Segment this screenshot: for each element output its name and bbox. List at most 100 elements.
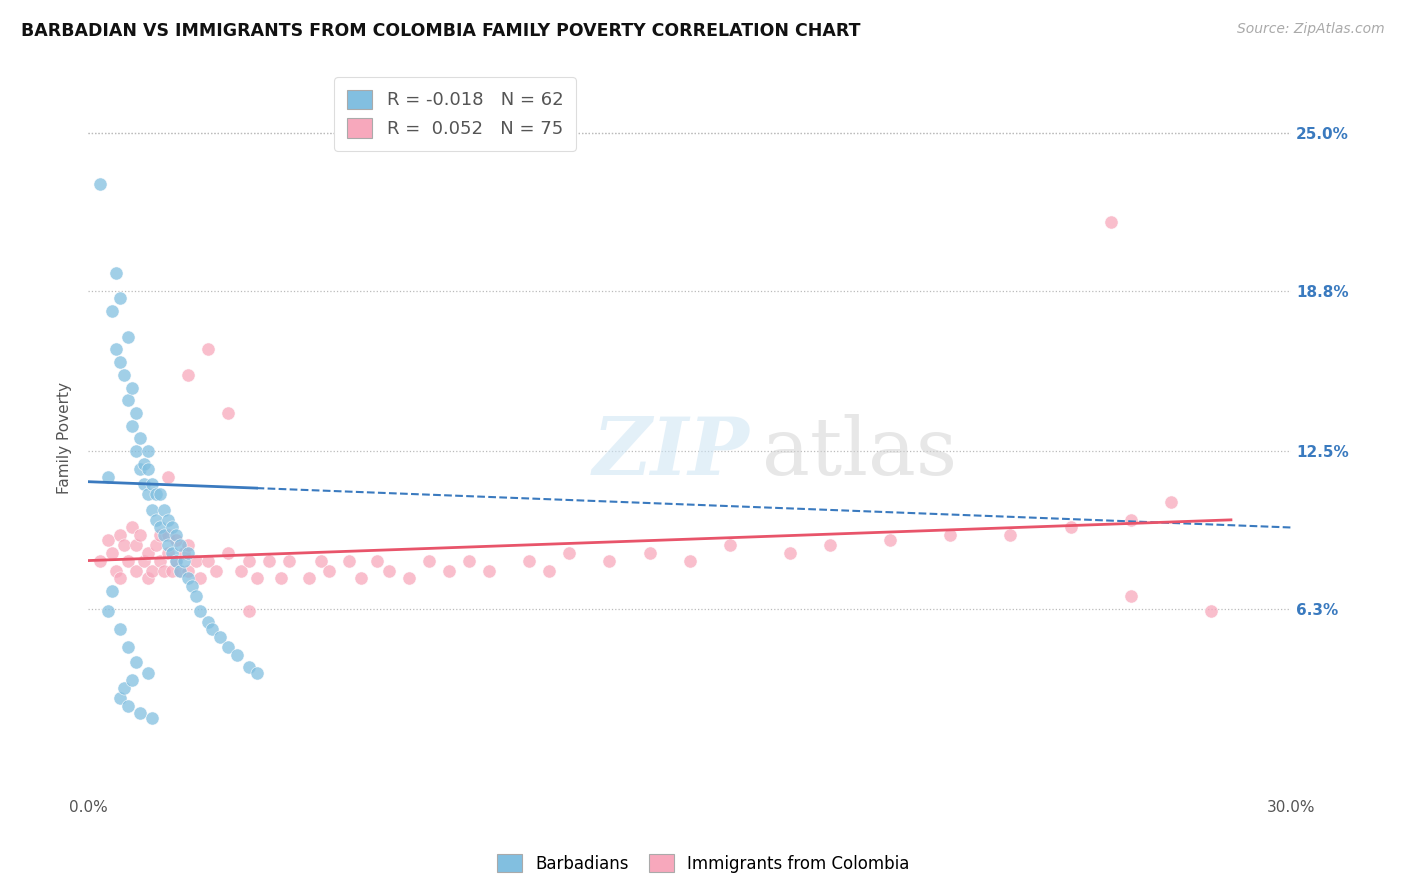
Point [153, 528, 176, 542]
Point [366, 553, 388, 567]
Point [165, 533, 187, 548]
Point [398, 571, 420, 585]
Point [186, 553, 208, 567]
Text: ZIP: ZIP [593, 414, 749, 491]
Point [134, 477, 156, 491]
Point [209, 630, 232, 644]
Point [134, 457, 156, 471]
Legend: Barbadians, Immigrants from Colombia: Barbadians, Immigrants from Colombia [491, 847, 915, 880]
Point [125, 538, 148, 552]
Point [112, 368, 135, 382]
Point [162, 520, 184, 534]
Point [117, 393, 139, 408]
Point [141, 477, 163, 491]
Point [97, 533, 120, 548]
Point [136, 546, 159, 560]
Point [245, 665, 267, 680]
Point [177, 368, 200, 382]
Point [197, 343, 219, 357]
Point [110, 571, 132, 585]
Point [153, 564, 176, 578]
Point [165, 553, 187, 567]
Point [110, 355, 132, 369]
Point [117, 553, 139, 567]
Point [101, 546, 124, 560]
Point [1059, 520, 1081, 534]
Point [173, 553, 195, 567]
Point [149, 553, 172, 567]
Point [437, 564, 460, 578]
Point [201, 622, 224, 636]
Point [141, 502, 163, 516]
Point [638, 546, 661, 560]
Point [558, 546, 581, 560]
Point [89, 553, 111, 567]
Point [517, 553, 540, 567]
Point [105, 564, 128, 578]
Point [678, 553, 700, 567]
Point [298, 571, 321, 585]
Point [186, 589, 208, 603]
Point [309, 553, 332, 567]
Point [318, 564, 340, 578]
Point [718, 538, 741, 552]
Point [89, 177, 111, 191]
Point [177, 546, 200, 560]
Point [121, 520, 143, 534]
Point [458, 553, 481, 567]
Point [779, 546, 801, 560]
Point [136, 462, 159, 476]
Point [110, 528, 132, 542]
Point [270, 571, 292, 585]
Point [1199, 605, 1222, 619]
Point [105, 266, 128, 280]
Point [478, 564, 501, 578]
Point [350, 571, 373, 585]
Point [879, 533, 901, 548]
Point [141, 711, 163, 725]
Point [97, 605, 120, 619]
Point [818, 538, 841, 552]
Point [101, 584, 124, 599]
Point [136, 487, 159, 501]
Point [101, 304, 124, 318]
Point [112, 538, 135, 552]
Point [149, 487, 172, 501]
Point [378, 564, 401, 578]
Point [238, 553, 260, 567]
Point [157, 513, 180, 527]
Point [112, 681, 135, 695]
Point [245, 571, 267, 585]
Point [173, 546, 195, 560]
Point [129, 528, 152, 542]
Point [177, 538, 200, 552]
Point [145, 513, 167, 527]
Point [229, 564, 252, 578]
Point [136, 665, 159, 680]
Point [218, 640, 240, 654]
Point [105, 343, 128, 357]
Point [418, 553, 440, 567]
Point [218, 406, 240, 420]
Point [125, 564, 148, 578]
Point [205, 564, 228, 578]
Text: atlas: atlas [762, 414, 957, 491]
Point [110, 292, 132, 306]
Point [1000, 528, 1022, 542]
Point [165, 553, 187, 567]
Legend: R = -0.018   N = 62, R =  0.052   N = 75: R = -0.018 N = 62, R = 0.052 N = 75 [335, 77, 576, 151]
Point [121, 673, 143, 688]
Point [129, 706, 152, 721]
Point [1119, 513, 1142, 527]
Point [145, 538, 167, 552]
Point [1160, 495, 1182, 509]
Point [177, 564, 200, 578]
Point [149, 528, 172, 542]
Point [177, 571, 200, 585]
Point [157, 546, 180, 560]
Point [1119, 589, 1142, 603]
Point [110, 691, 132, 706]
Point [225, 648, 247, 662]
Point [181, 579, 204, 593]
Point [157, 528, 180, 542]
